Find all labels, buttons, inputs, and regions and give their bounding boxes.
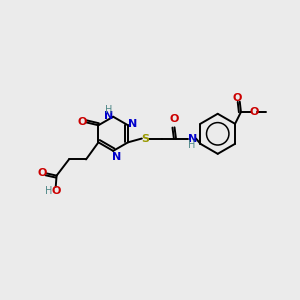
Text: H: H bbox=[45, 186, 52, 196]
Text: S: S bbox=[142, 134, 150, 143]
Text: H: H bbox=[105, 105, 112, 115]
Text: O: O bbox=[77, 117, 87, 127]
Text: N: N bbox=[128, 119, 138, 129]
Text: H: H bbox=[188, 140, 196, 150]
Text: O: O bbox=[170, 114, 179, 124]
Text: N: N bbox=[188, 134, 197, 143]
Text: O: O bbox=[233, 93, 242, 103]
Text: O: O bbox=[250, 107, 259, 117]
Text: O: O bbox=[38, 168, 47, 178]
Text: O: O bbox=[51, 186, 60, 196]
Text: N: N bbox=[104, 110, 113, 121]
Text: N: N bbox=[112, 152, 122, 162]
